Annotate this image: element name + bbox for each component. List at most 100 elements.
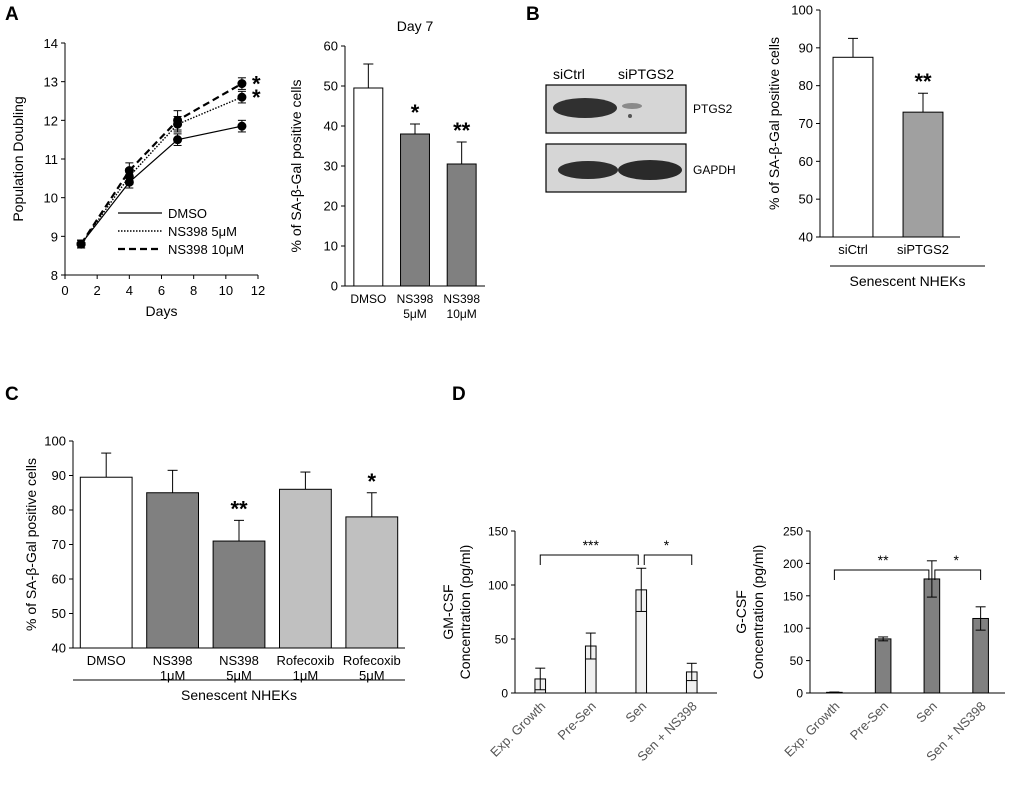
blot-band-ptgs2-sictrl bbox=[553, 98, 617, 118]
data-point bbox=[237, 92, 247, 102]
y-axis-label: % of SA-β-Gal positive cells bbox=[23, 458, 39, 631]
significance-star: * bbox=[252, 72, 261, 97]
category-label: 10μM bbox=[447, 307, 477, 321]
data-point bbox=[124, 166, 134, 176]
category-label: Pre-Sen bbox=[847, 699, 891, 743]
category-label: DMSO bbox=[87, 653, 126, 668]
legend-label: DMSO bbox=[168, 206, 207, 221]
x-tick-label: 4 bbox=[126, 283, 133, 298]
y-tick-label: 11 bbox=[45, 152, 59, 167]
y-tick-label: 150 bbox=[488, 525, 508, 539]
category-label: Rofecoxib bbox=[276, 653, 334, 668]
category-label: NS398 bbox=[153, 653, 193, 668]
bar bbox=[902, 111, 944, 238]
y-tick-label: 80 bbox=[52, 503, 66, 518]
significance-bracket bbox=[833, 569, 930, 580]
bracket-label: ** bbox=[878, 552, 889, 568]
x-tick-label: 10 bbox=[219, 283, 233, 298]
bracket-label: * bbox=[664, 537, 670, 553]
population-doubling-chart: 8 9 10 11 12 13 14 0 2 4 6 8 10 12 Days Population Doub… bbox=[10, 36, 265, 319]
y-tick-label: 12 bbox=[44, 113, 58, 128]
y-tick-label: 100 bbox=[783, 622, 803, 636]
data-point bbox=[173, 115, 183, 125]
blot-row-label-gapdh: GAPDH bbox=[693, 163, 736, 177]
x-tick-label: 6 bbox=[158, 283, 165, 298]
y-axis-label: % of SA-β-Gal positive cells bbox=[766, 37, 782, 210]
category-label: Sen bbox=[913, 699, 940, 726]
significance-star: ** bbox=[453, 118, 471, 143]
y-tick-label: 10 bbox=[44, 191, 58, 206]
y-tick-label: 30 bbox=[324, 159, 338, 174]
data-point bbox=[76, 239, 86, 249]
y-tick-label: 14 bbox=[44, 36, 58, 51]
y-tick-label: 100 bbox=[488, 579, 508, 593]
y-tick-label: 100 bbox=[44, 434, 66, 449]
category-label: Rofecoxib bbox=[343, 653, 401, 668]
panel-letter-b: B bbox=[526, 4, 540, 25]
sirna-bar-chart: 40 50 60 70 80 90 100 siCtrl ** siPTGS2 % of SA-β-… bbox=[766, 3, 985, 289]
bar bbox=[874, 638, 892, 694]
y-tick-label: 8 bbox=[51, 268, 58, 283]
x-tick-label: 12 bbox=[251, 283, 265, 298]
y-tick-label: 50 bbox=[790, 654, 804, 668]
y-tick-label: 20 bbox=[324, 199, 338, 214]
category-label: 1μM bbox=[293, 668, 319, 683]
y-tick-label: 9 bbox=[51, 229, 58, 244]
y-axis-label: Concentration (pg/ml) bbox=[750, 545, 766, 680]
significance-star: ** bbox=[230, 496, 248, 521]
x-tick-label: 8 bbox=[190, 283, 197, 298]
x-tick-label: 2 bbox=[94, 283, 101, 298]
chart-title: Day 7 bbox=[397, 18, 434, 34]
y-axis-label: Concentration (pg/ml) bbox=[457, 545, 473, 680]
bar bbox=[79, 476, 133, 649]
significance-bracket bbox=[643, 554, 693, 565]
y-tick-label: 60 bbox=[52, 572, 66, 587]
y-tick-label: 70 bbox=[52, 537, 66, 552]
western-blot: siCtrl siPTGS2 PTGS2 GAPDH bbox=[545, 66, 736, 193]
y-tick-label: 60 bbox=[324, 39, 338, 54]
category-label: DMSO bbox=[350, 292, 386, 306]
panel-letter-a: A bbox=[5, 4, 19, 25]
panel-letter-d: D bbox=[452, 384, 466, 405]
y-axis-label: % of SA-β-Gal positive cells bbox=[288, 80, 304, 253]
x-tick-label: 0 bbox=[61, 283, 68, 298]
y-axis-label: GM-CSF bbox=[440, 584, 456, 639]
y-tick-label: 40 bbox=[799, 230, 813, 245]
blot-row-label-ptgs2: PTGS2 bbox=[693, 102, 733, 116]
panel-letter-c: C bbox=[5, 384, 19, 405]
bar bbox=[353, 87, 384, 287]
y-tick-label: 40 bbox=[324, 119, 338, 134]
y-tick-label: 0 bbox=[796, 687, 803, 701]
category-label: siPTGS2 bbox=[897, 242, 949, 257]
category-label: Pre-Sen bbox=[555, 699, 599, 743]
significance-star: * bbox=[252, 85, 261, 110]
data-point bbox=[173, 135, 183, 145]
y-tick-label: 70 bbox=[799, 116, 813, 131]
category-label: 5μM bbox=[403, 307, 427, 321]
category-label: Exp. Growth bbox=[487, 699, 548, 760]
category-label: NS398 bbox=[443, 292, 480, 306]
group-label: Senescent NHEKs bbox=[850, 273, 966, 289]
significance-star: ** bbox=[914, 69, 932, 94]
y-tick-label: 50 bbox=[799, 192, 813, 207]
bracket-label: *** bbox=[583, 537, 600, 553]
group-label: Senescent NHEKs bbox=[181, 687, 297, 703]
blot-band-gapdh-siptgs2 bbox=[618, 160, 682, 180]
y-tick-label: 50 bbox=[52, 606, 66, 621]
y-axis-label: G-CSF bbox=[733, 590, 749, 634]
significance-star: * bbox=[411, 100, 420, 125]
y-tick-label: 250 bbox=[783, 525, 803, 539]
blot-dot bbox=[628, 114, 632, 118]
significance-star: * bbox=[368, 469, 377, 494]
bar bbox=[832, 56, 874, 238]
y-tick-label: 50 bbox=[324, 79, 338, 94]
series-line-0 bbox=[80, 125, 243, 245]
category-label: 5μM bbox=[226, 668, 252, 683]
bar bbox=[345, 516, 399, 649]
series-line-1 bbox=[80, 96, 243, 245]
y-tick-label: 0 bbox=[501, 687, 508, 701]
legend-label: NS398 10μM bbox=[168, 242, 244, 257]
